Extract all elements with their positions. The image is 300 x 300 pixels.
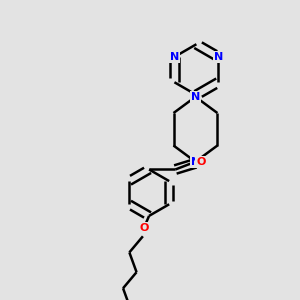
Text: N: N (191, 157, 200, 167)
Text: N: N (170, 52, 179, 62)
Text: N: N (214, 52, 223, 62)
Text: N: N (191, 92, 200, 102)
Text: O: O (196, 157, 206, 167)
Text: O: O (139, 223, 148, 233)
